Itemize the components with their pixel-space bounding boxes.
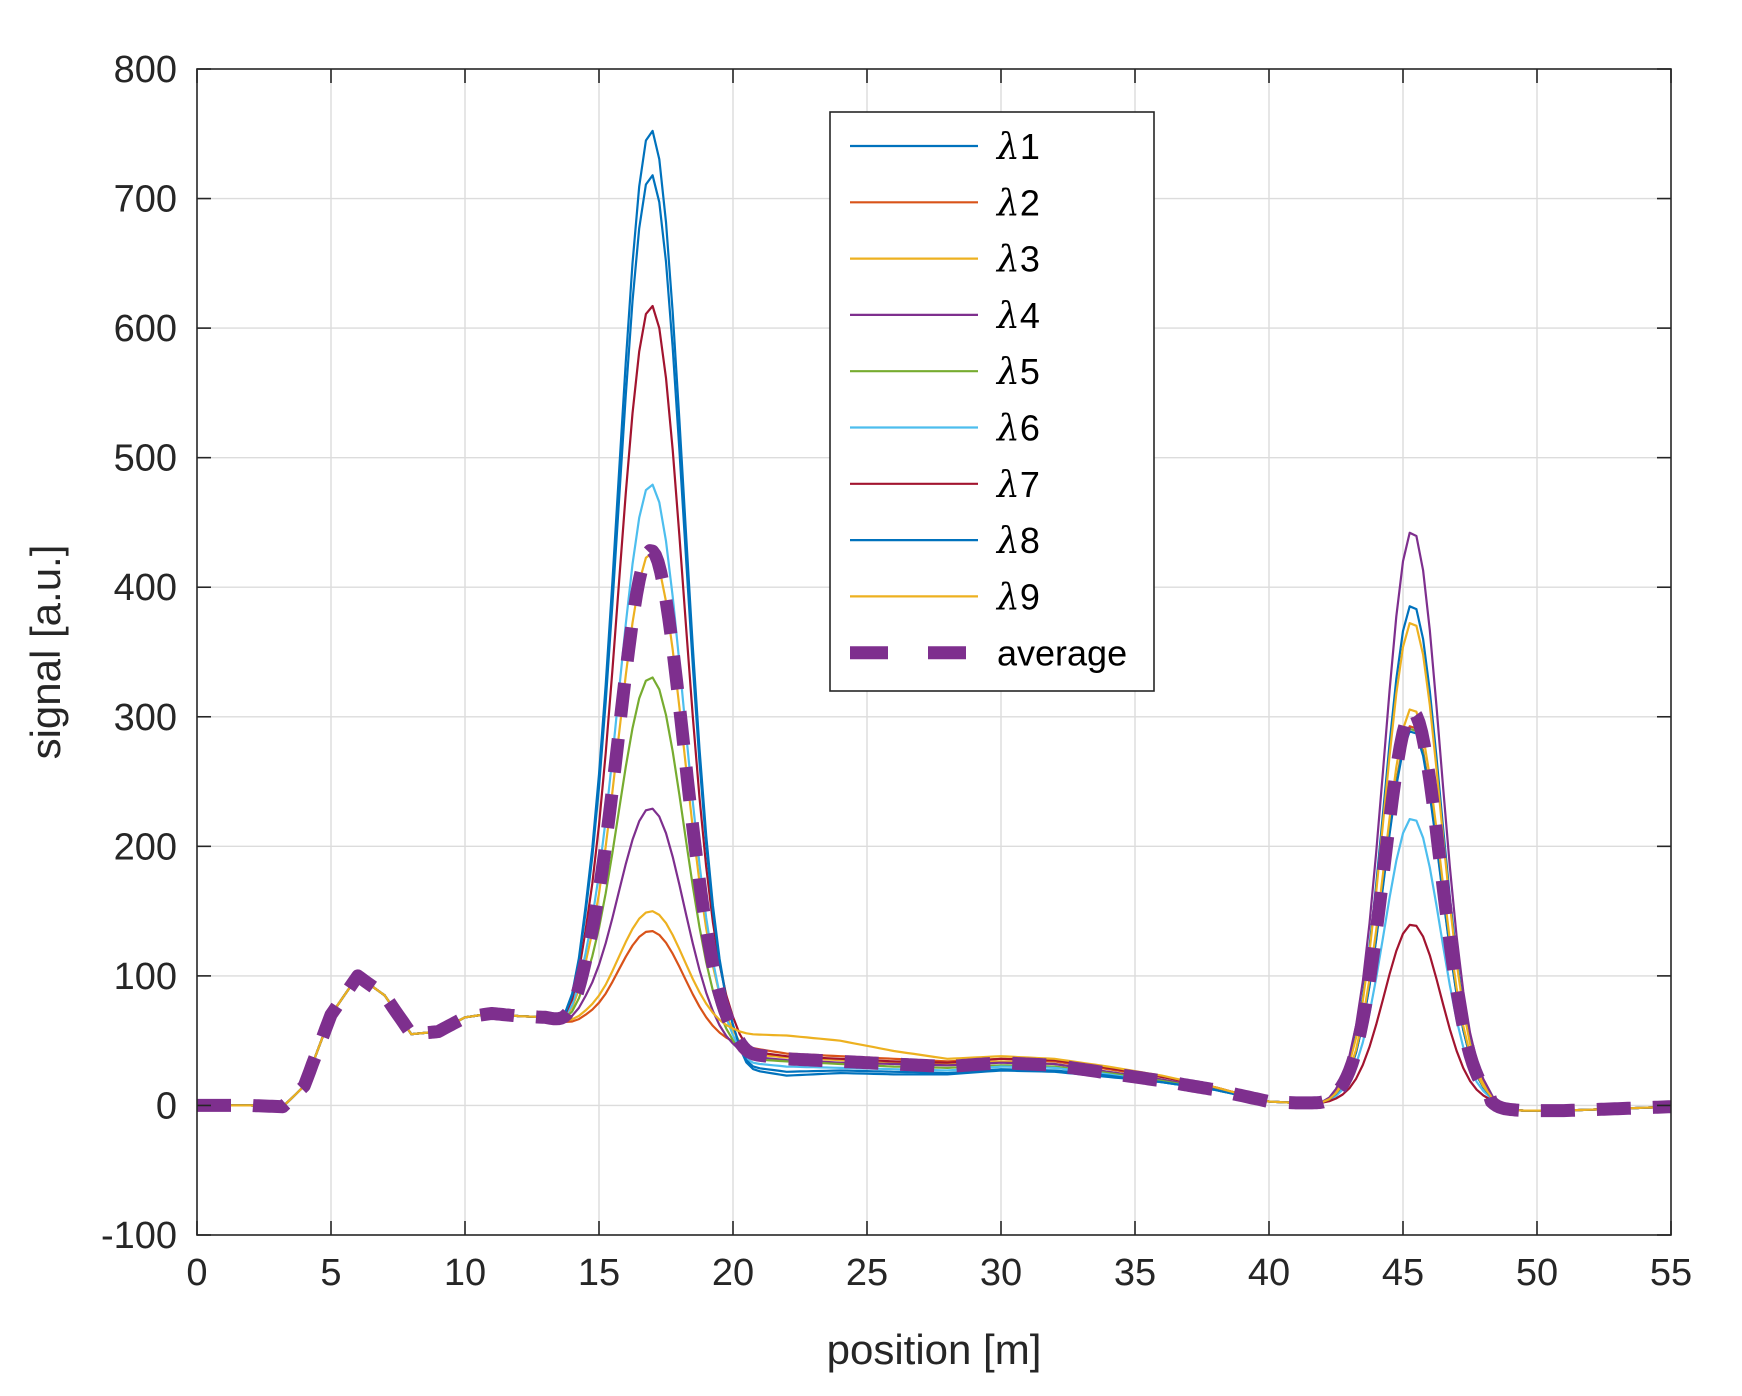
x-tick-label: 50 [1516,1252,1558,1294]
legend-label: λ2 [995,182,1040,224]
legend-label: λ3 [995,239,1040,281]
legend-label: λ7 [995,464,1040,506]
y-tick-label: 500 [114,438,177,480]
x-tick-label: 55 [1650,1252,1692,1294]
y-tick-label: 200 [114,826,177,868]
series-line-average [197,544,1671,1118]
x-axis-label: position [m] [827,1326,1042,1373]
x-tick-label: 15 [578,1252,620,1294]
legend-label: average [997,633,1127,674]
legend-label: λ1 [995,126,1040,168]
x-tick-label: 40 [1248,1252,1290,1294]
series-layer [197,129,1671,1118]
y-tick-label: -100 [101,1215,177,1257]
x-tick-label: 25 [846,1252,888,1294]
x-tick-label: 5 [320,1252,341,1294]
y-tick-label: 600 [114,308,177,350]
x-tick-label: 45 [1382,1252,1424,1294]
legend-label: λ9 [995,576,1040,618]
y-axis-label: signal [a.u.] [22,545,69,760]
x-tick-label: 0 [186,1252,207,1294]
x-tick-label: 30 [980,1252,1022,1294]
legend-label: λ8 [995,520,1040,562]
plot-frame [196,68,1672,1236]
y-tick-label: 100 [114,956,177,998]
x-tick-label: 20 [712,1252,754,1294]
y-tick-label: 0 [156,1085,177,1127]
x-tick-label: 10 [444,1252,486,1294]
x-tick-label: 35 [1114,1252,1156,1294]
y-tick-label: 700 [114,179,177,221]
legend-label: λ5 [995,351,1040,393]
axis-ticks: 0 5 10 15 20 25 30 35 40 45 50 55-10001002003004005… [101,49,1692,1294]
y-tick-label: 800 [114,49,177,91]
legend-label: λ4 [995,295,1040,337]
y-tick-label: 300 [114,697,177,739]
legend: λ1 λ2 λ3 λ4 λ5 λ6 λ7 λ8 λ9 average [829,111,1155,692]
legend-label: λ6 [995,408,1040,450]
y-tick-label: 400 [114,567,177,609]
legend-box [829,111,1155,692]
